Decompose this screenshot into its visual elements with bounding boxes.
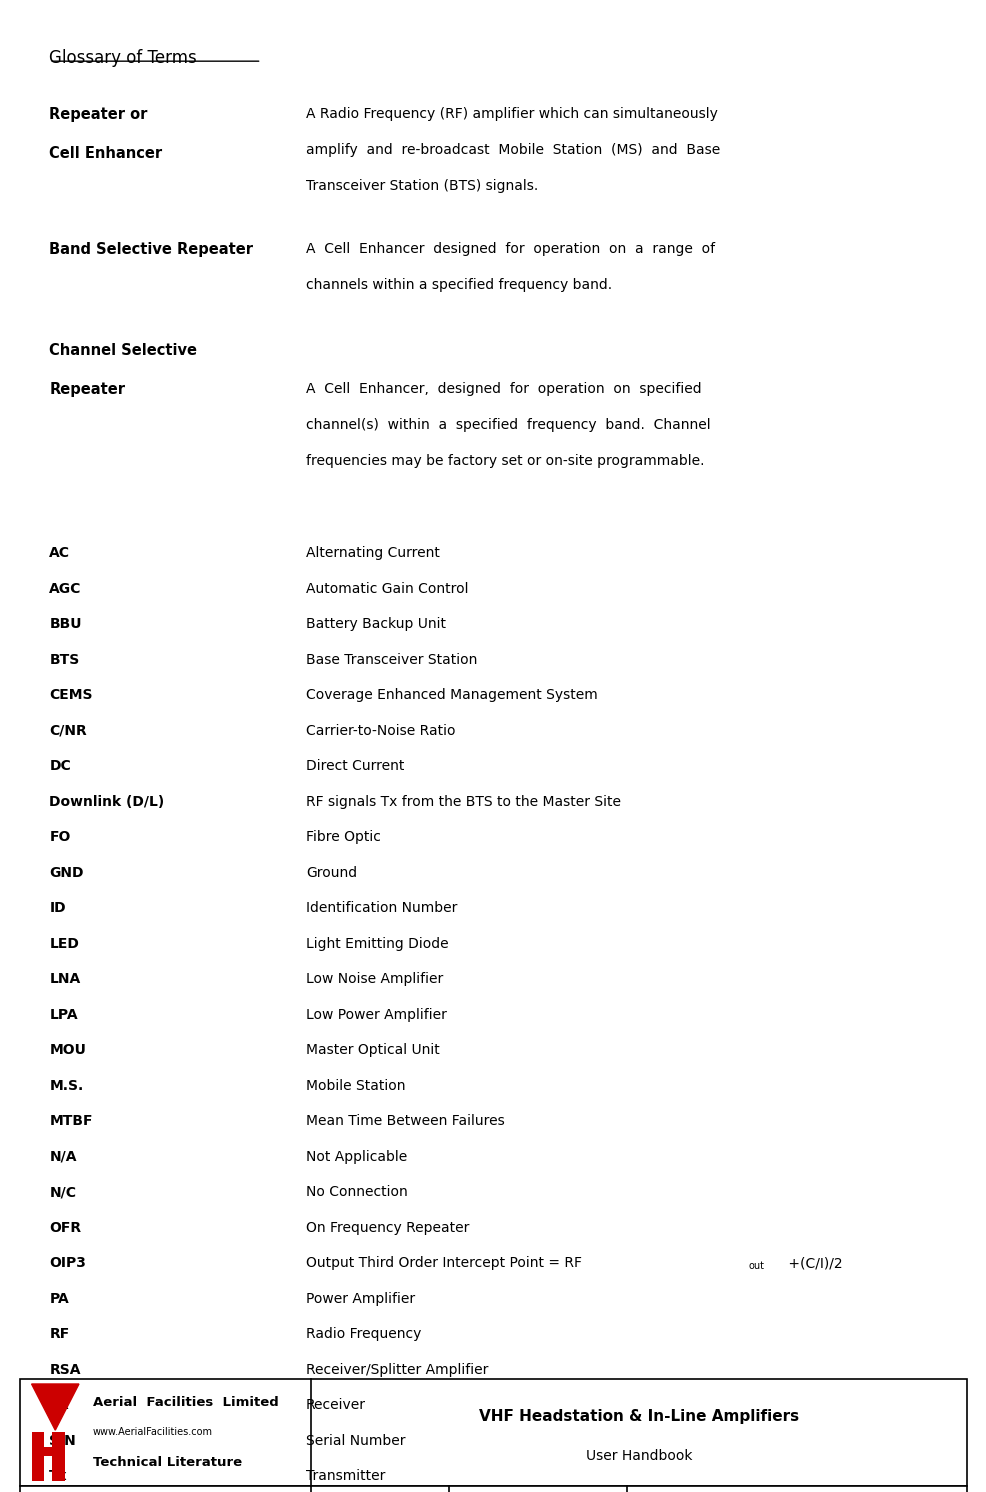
Text: N/A: N/A [49, 1150, 77, 1164]
Text: Technical Literature: Technical Literature [93, 1456, 242, 1470]
Text: C/NR: C/NR [49, 724, 87, 737]
FancyBboxPatch shape [32, 1432, 44, 1480]
Text: Channel Selective: Channel Selective [49, 343, 197, 358]
Text: RSA: RSA [49, 1362, 81, 1377]
Text: Downlink (D/L): Downlink (D/L) [49, 795, 165, 809]
Text: On Frequency Repeater: On Frequency Repeater [306, 1220, 469, 1235]
Text: RF signals Tx from the BTS to the Master Site: RF signals Tx from the BTS to the Master… [306, 795, 620, 809]
Text: Power Amplifier: Power Amplifier [306, 1292, 415, 1306]
Text: Output Third Order Intercept Point = RF: Output Third Order Intercept Point = RF [306, 1256, 582, 1270]
Text: PA: PA [49, 1292, 69, 1306]
Text: Band Selective Repeater: Band Selective Repeater [49, 242, 253, 257]
Text: OIP3: OIP3 [49, 1256, 86, 1270]
Text: Transmitter: Transmitter [306, 1470, 385, 1483]
Text: Direct Current: Direct Current [306, 759, 404, 773]
Text: Serial Number: Serial Number [306, 1434, 405, 1447]
Text: Master Optical Unit: Master Optical Unit [306, 1043, 440, 1058]
Text: www.AerialFacilities.com: www.AerialFacilities.com [93, 1428, 213, 1437]
Text: Not Applicable: Not Applicable [306, 1150, 407, 1164]
Polygon shape [32, 1385, 79, 1431]
Text: AC: AC [49, 546, 70, 560]
Text: Low Noise Amplifier: Low Noise Amplifier [306, 973, 443, 986]
Text: Ground: Ground [306, 865, 357, 880]
Text: M.S.: M.S. [49, 1079, 84, 1092]
Text: LED: LED [49, 937, 79, 950]
Text: Fibre Optic: Fibre Optic [306, 830, 381, 844]
Text: Repeater or: Repeater or [49, 107, 148, 122]
FancyBboxPatch shape [52, 1432, 65, 1480]
Text: CEMS: CEMS [49, 688, 93, 703]
Text: FO: FO [49, 830, 71, 844]
Text: frequencies may be factory set or on-site programmable.: frequencies may be factory set or on-sit… [306, 454, 704, 467]
Text: A  Cell  Enhancer,  designed  for  operation  on  specified: A Cell Enhancer, designed for operation … [306, 382, 701, 395]
Text: Radio Frequency: Radio Frequency [306, 1328, 421, 1341]
Text: Glossary of Terms: Glossary of Terms [49, 49, 197, 67]
Text: Repeater: Repeater [49, 382, 125, 397]
Text: Mobile Station: Mobile Station [306, 1079, 405, 1092]
Text: Battery Backup Unit: Battery Backup Unit [306, 618, 446, 631]
Text: Cell Enhancer: Cell Enhancer [49, 146, 163, 161]
Text: N/C: N/C [49, 1185, 76, 1200]
Text: VHF Headstation & In-Line Amplifiers: VHF Headstation & In-Line Amplifiers [478, 1408, 799, 1423]
Text: Transceiver Station (BTS) signals.: Transceiver Station (BTS) signals. [306, 179, 537, 192]
FancyBboxPatch shape [20, 1379, 966, 1486]
Text: channel(s)  within  a  specified  frequency  band.  Channel: channel(s) within a specified frequency … [306, 418, 710, 431]
Text: LPA: LPA [49, 1007, 78, 1022]
Text: RF: RF [49, 1328, 70, 1341]
Text: BTS: BTS [49, 652, 80, 667]
Text: Mean Time Between Failures: Mean Time Between Failures [306, 1115, 504, 1128]
Text: DC: DC [49, 759, 71, 773]
Text: User Handbook: User Handbook [586, 1449, 691, 1464]
Text: BBU: BBU [49, 618, 82, 631]
Text: AGC: AGC [49, 582, 82, 595]
Text: Coverage Enhanced Management System: Coverage Enhanced Management System [306, 688, 598, 703]
Text: Identification Number: Identification Number [306, 901, 457, 915]
Text: out: out [747, 1261, 763, 1271]
Text: Light Emitting Diode: Light Emitting Diode [306, 937, 449, 950]
Text: Aerial  Facilities  Limited: Aerial Facilities Limited [93, 1395, 278, 1408]
Text: Low Power Amplifier: Low Power Amplifier [306, 1007, 447, 1022]
Text: Base Transceiver Station: Base Transceiver Station [306, 652, 477, 667]
Text: No Connection: No Connection [306, 1185, 407, 1200]
Text: OFR: OFR [49, 1220, 82, 1235]
Text: ID: ID [49, 901, 66, 915]
FancyBboxPatch shape [20, 1486, 966, 1492]
Text: Alternating Current: Alternating Current [306, 546, 440, 560]
Text: A Radio Frequency (RF) amplifier which can simultaneously: A Radio Frequency (RF) amplifier which c… [306, 107, 717, 121]
Text: Receiver/Splitter Amplifier: Receiver/Splitter Amplifier [306, 1362, 488, 1377]
Text: Tx: Tx [49, 1470, 68, 1483]
Text: MTBF: MTBF [49, 1115, 93, 1128]
Text: A  Cell  Enhancer  designed  for  operation  on  a  range  of: A Cell Enhancer designed for operation o… [306, 242, 715, 255]
Text: channels within a specified frequency band.: channels within a specified frequency ba… [306, 278, 611, 291]
Text: LNA: LNA [49, 973, 81, 986]
Text: GND: GND [49, 865, 84, 880]
Text: MOU: MOU [49, 1043, 86, 1058]
Text: amplify  and  re-broadcast  Mobile  Station  (MS)  and  Base: amplify and re-broadcast Mobile Station … [306, 143, 720, 157]
Text: Carrier-to-Noise Ratio: Carrier-to-Noise Ratio [306, 724, 455, 737]
Text: S/N: S/N [49, 1434, 76, 1447]
Text: Automatic Gain Control: Automatic Gain Control [306, 582, 468, 595]
Text: +(C/I)/2: +(C/I)/2 [783, 1256, 841, 1270]
Text: Rx: Rx [49, 1398, 69, 1413]
FancyBboxPatch shape [32, 1447, 65, 1456]
Text: Receiver: Receiver [306, 1398, 366, 1413]
